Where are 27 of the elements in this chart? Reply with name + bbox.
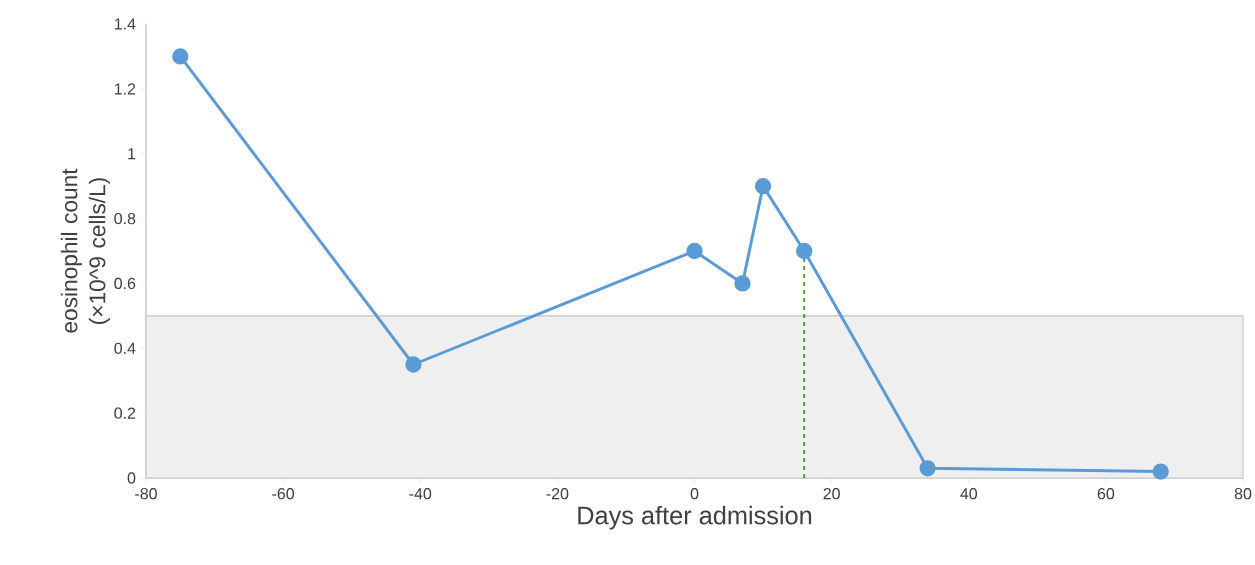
y-tick-label: 1.4 (114, 18, 136, 30)
y-tick-label: 0.4 (114, 342, 136, 354)
point (686, 242, 703, 260)
point (919, 460, 936, 477)
point (734, 275, 751, 292)
x-tick-label: 20 (823, 488, 840, 500)
x-tick-label: 0 (690, 488, 699, 500)
x-tick-label: 60 (1097, 488, 1115, 500)
y-tick-label: 0.6 (114, 277, 136, 290)
y-tick-label: 0 (127, 472, 136, 484)
point (754, 178, 772, 195)
point (1152, 463, 1169, 480)
point (172, 48, 189, 65)
y-axis-title: eosinophil count (×10^9 cells/L) (60, 168, 110, 333)
x-tick-label: 80 (1234, 488, 1252, 500)
x-tick-label: -80 (135, 488, 157, 500)
x-tick-label: -40 (409, 488, 432, 500)
y-tick-label: 1 (128, 148, 136, 160)
x-tick-label: -20 (546, 488, 569, 500)
y-tick-label: 0.8 (114, 212, 136, 225)
x-tick-label: -60 (272, 488, 295, 500)
y-tick-label: 1.2 (114, 83, 136, 95)
y-tick-label: 0.2 (114, 407, 136, 419)
x-axis-title: Days after admission (578, 505, 812, 530)
point (405, 356, 422, 373)
point (796, 242, 813, 260)
x-tick-label: 40 (960, 488, 978, 500)
